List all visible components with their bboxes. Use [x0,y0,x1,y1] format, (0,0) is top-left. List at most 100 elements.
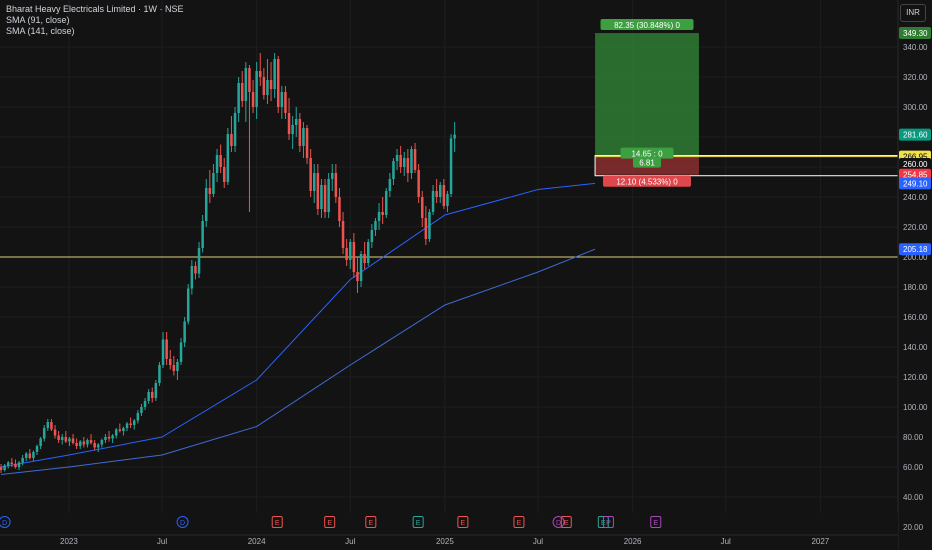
candle-body [107,437,111,439]
event-box [457,516,469,528]
candle-body [0,467,3,470]
price-label: 349.30 [903,29,928,38]
candle-body [305,128,309,158]
candle-body [100,440,104,445]
event-marker-earnings[interactable]: E [513,516,525,528]
candle-body [183,321,186,343]
symbol-title[interactable]: Bharat Heavy Electricals Limited · 1W · … [6,4,184,14]
candle-body [442,185,446,206]
event-box [560,516,572,528]
candle-body [86,440,89,445]
event-marker-earnings[interactable]: E [271,516,283,528]
event-box [650,516,662,528]
x-tick-label: Jul [345,537,355,546]
position-target-label: 82.35 (30.848%) 0 [614,21,680,30]
event-label: E [653,520,658,527]
price-label-bg [899,128,931,141]
event-label: E [368,520,373,527]
candle-body [71,438,75,443]
candle-body [312,173,316,191]
price-label: 254.85 [903,171,928,180]
candle-body [392,161,395,179]
candle-body [330,173,334,179]
candle-body [39,438,42,446]
candle-body [240,83,244,101]
candle-body [291,125,294,134]
event-label: E [564,520,569,527]
event-marker-earnings[interactable]: E [365,516,377,528]
candle-body [132,420,136,425]
event-box [602,516,614,528]
candle-body [363,254,366,263]
candle-body [179,342,183,362]
candle-body [276,59,280,107]
candle-body [82,441,86,445]
y-tick-label: 220.00 [903,223,928,232]
candle-body [244,68,248,101]
candle-body [298,119,302,146]
candle-body [42,428,46,439]
position-ratio-label-bg [633,156,662,168]
candle-body [154,383,158,398]
position-mid-label-bg [620,147,674,159]
candle-body [46,422,50,428]
candle-body [60,437,64,440]
candle-body [424,218,428,239]
candle-body [28,453,32,458]
y-tick-label: 200.00 [903,253,928,262]
candle-body [165,339,168,359]
event-marker-purple[interactable]: P [602,516,614,528]
event-marker-earnings[interactable]: E [457,516,469,528]
y-tick-label: 60.00 [903,463,924,472]
position-stop-label-bg [603,175,692,187]
candle-body [190,266,194,289]
candle-body [273,59,276,89]
candle-body [420,197,424,218]
candle-body [3,465,6,470]
position-stop-label: 12.10 (4.533%) 0 [616,178,678,187]
candle-body [14,464,17,467]
x-tick-label: 2025 [436,537,454,546]
sma-line-1 [0,248,596,475]
candle-body [388,179,392,191]
candle-body [21,458,24,463]
currency-button[interactable]: INR [900,4,926,22]
candle-body [384,191,388,215]
event-label: E [327,520,332,527]
event-circle [0,516,11,528]
y-tick-label: 180.00 [903,283,928,292]
candle-body [172,365,176,371]
event-marker-dividend-purple[interactable]: D [552,516,565,528]
candle-body [104,437,107,440]
candle-body [17,462,21,467]
candle-body [125,423,129,428]
candle-body [147,392,150,401]
time-axis-bg [0,513,898,550]
candle-body [208,188,212,194]
price-label-bg [899,27,931,40]
indicator-sma-141[interactable]: SMA (141, close) [6,26,75,36]
event-marker-purple[interactable]: E [650,516,662,528]
event-box [412,516,424,528]
price-label-bg [899,177,931,190]
candle-body [32,452,35,458]
event-marker-earnings[interactable]: E [560,516,572,528]
event-marker-earnings[interactable]: E [324,516,336,528]
indicator-sma-91[interactable]: SMA (91, close) [6,15,70,25]
event-marker-dividend[interactable]: D [176,516,189,528]
candle-body [140,407,143,413]
price-label-bg [899,158,931,170]
candle-body [219,155,222,167]
candle-body [406,158,410,173]
event-marker-earnings-green[interactable]: E [412,516,424,528]
y-tick-label: 40.00 [903,493,924,502]
candle-body [111,435,114,439]
event-label: E [461,520,466,527]
candle-body [410,149,413,173]
candle-body [262,77,266,95]
candle-body [248,68,251,92]
event-marker-dividend[interactable]: D [0,516,11,528]
candle-body [449,138,453,194]
candle-body [93,443,96,448]
